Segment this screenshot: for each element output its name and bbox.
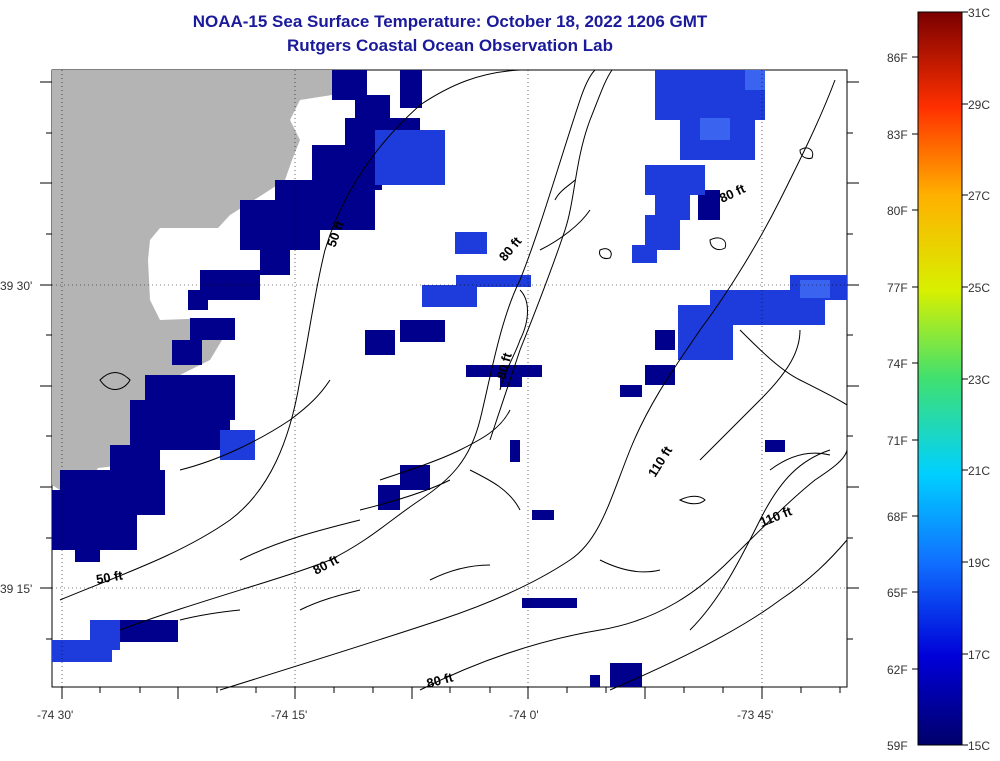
fahrenheit-label: 80F bbox=[887, 204, 908, 218]
celsius-label: 21C bbox=[968, 464, 990, 478]
celsius-label: 31C bbox=[968, 6, 990, 20]
celsius-label: 29C bbox=[968, 98, 990, 112]
celsius-label: 19C bbox=[968, 556, 990, 570]
fahrenheit-label: 86F bbox=[887, 51, 908, 65]
fahrenheit-label: 68F bbox=[887, 510, 908, 524]
graticule bbox=[52, 70, 847, 687]
contour-label: 50 ft bbox=[95, 567, 125, 587]
fahrenheit-label: 62F bbox=[887, 663, 908, 677]
x-tick-label: -74 15' bbox=[271, 708, 307, 722]
fahrenheit-label: 77F bbox=[887, 281, 908, 295]
fahrenheit-label: 83F bbox=[887, 128, 908, 142]
celsius-label: 17C bbox=[968, 648, 990, 662]
celsius-label: 15C bbox=[968, 739, 990, 753]
colorbar-ticks bbox=[912, 11, 968, 746]
contour-label: 80 ft bbox=[425, 669, 455, 691]
fahrenheit-label: 59F bbox=[887, 739, 908, 753]
land-mass bbox=[52, 70, 332, 485]
tick-marks bbox=[40, 81, 859, 699]
map-subtitle: Rutgers Coastal Ocean Observation Lab bbox=[287, 36, 613, 55]
x-tick-label: -73 45' bbox=[737, 708, 773, 722]
axis-labels: -74 30' -74 15' -74 0' -73 45' 39 30' 39… bbox=[0, 279, 773, 722]
celsius-label: 25C bbox=[968, 281, 990, 295]
colorbar-fahrenheit-labels: 86F 83F 80F 77F 74F 71F 68F 65F 62F 59F bbox=[887, 51, 908, 753]
y-tick-label: 39 30' bbox=[0, 279, 32, 293]
sst-pixels-dark bbox=[52, 70, 790, 687]
x-tick-label: -74 30' bbox=[37, 708, 73, 722]
map-title: NOAA-15 Sea Surface Temperature: October… bbox=[192, 12, 708, 31]
y-tick-label: 39 15' bbox=[0, 582, 32, 596]
bathymetry-contours bbox=[59, 69, 848, 691]
celsius-label: 23C bbox=[968, 373, 990, 387]
fahrenheit-label: 65F bbox=[887, 586, 908, 600]
contour-label: 80 ft bbox=[493, 350, 515, 380]
x-tick-label: -74 0' bbox=[509, 708, 539, 722]
celsius-label: 27C bbox=[968, 189, 990, 203]
colorbar bbox=[917, 11, 963, 746]
fahrenheit-label: 74F bbox=[887, 357, 908, 371]
fahrenheit-label: 71F bbox=[887, 434, 908, 448]
colorbar-celsius-labels: 31C 29C 27C 25C 23C 21C 19C 17C 15C bbox=[968, 6, 990, 753]
